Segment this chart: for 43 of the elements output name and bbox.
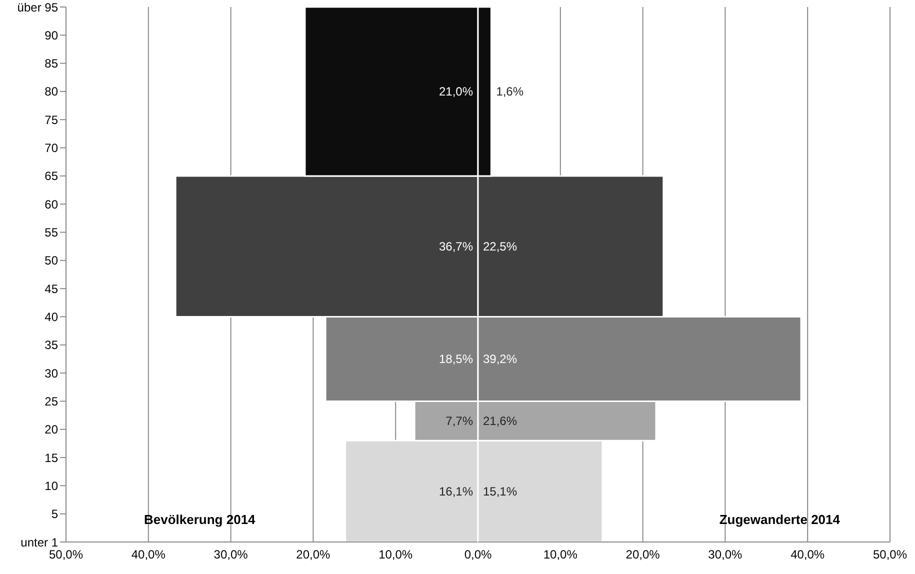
- text: Zugewanderte 2014: [719, 512, 840, 527]
- data-label: 15,1%: [483, 484, 518, 499]
- y-tick-label: 5: [51, 507, 58, 522]
- y-tick-label: 85: [44, 56, 58, 71]
- y-tick-label: 45: [44, 282, 58, 296]
- text: Bevölkerung 2014: [144, 512, 256, 527]
- y-tick-label: 25: [44, 394, 58, 408]
- x-tick-label: 10,0%: [378, 548, 413, 562]
- y-tick-label: 35: [44, 338, 58, 352]
- data-label: 21,6%: [483, 414, 518, 428]
- y-tick-label: 90: [44, 28, 58, 42]
- y-tick-label: 60: [44, 197, 58, 212]
- x-tick-label: 0,0%: [464, 548, 492, 562]
- x-tick-label: 20,0%: [296, 548, 331, 562]
- x-tick-label: 50,0%: [48, 548, 84, 562]
- data-label: 16,1%: [438, 484, 474, 499]
- y-tick-label: 15: [44, 450, 58, 465]
- y-tick-label: 65: [44, 169, 58, 184]
- x-tick-label: 20,0%: [626, 548, 660, 562]
- y-tick-label: über 95: [17, 0, 58, 14]
- y-tick-label: 40: [44, 310, 58, 324]
- x-tick-label: 10,0%: [543, 548, 578, 562]
- data-label: 21,0%: [438, 84, 474, 99]
- data-label: 1,6%: [496, 84, 524, 99]
- y-tick-label: 20: [44, 422, 58, 437]
- y-tick-label: 10: [44, 478, 58, 493]
- data-label: 39,2%: [483, 352, 518, 366]
- x-tick-label: 30,0%: [214, 548, 248, 562]
- y-tick-label: 75: [44, 112, 58, 127]
- y-tick-label: 30: [44, 366, 58, 380]
- data-label: 7,7%: [446, 414, 474, 428]
- y-tick-label: 80: [44, 84, 58, 99]
- x-tick-label: 40,0%: [790, 548, 825, 562]
- y-tick-label: 55: [44, 226, 58, 240]
- data-label: 22,5%: [483, 240, 518, 254]
- data-label: 36,7%: [438, 240, 474, 254]
- data-label: 18,5%: [438, 352, 474, 366]
- x-tick-label: 30,0%: [708, 548, 743, 562]
- x-tick-label: 40,0%: [131, 548, 166, 562]
- y-tick-label: 50: [44, 254, 58, 268]
- y-tick-label: 70: [44, 141, 58, 156]
- y-tick-label: unter 1: [20, 535, 58, 550]
- x-tick-label: 50,0%: [872, 548, 908, 562]
